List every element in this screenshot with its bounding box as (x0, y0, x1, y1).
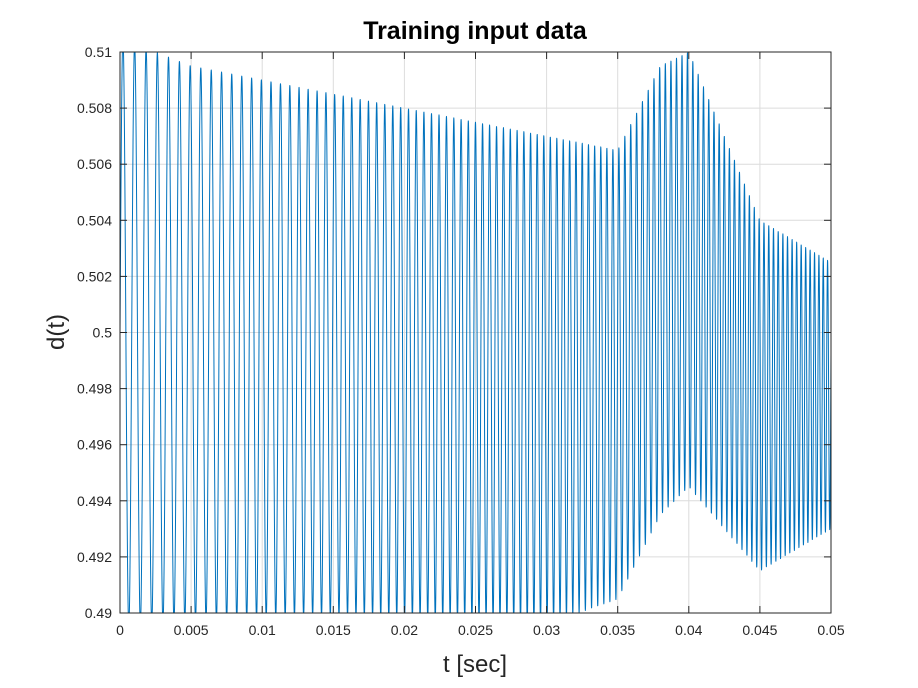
x-tick-label: 0.015 (316, 622, 351, 638)
x-tick-label: 0.05 (817, 622, 844, 638)
x-tick-label: 0.01 (249, 622, 276, 638)
x-tick-label: 0.035 (600, 622, 635, 638)
y-tick-label: 0.51 (85, 44, 112, 60)
y-tick-label: 0.506 (77, 156, 112, 172)
series-layer (119, 51, 832, 614)
x-tick-label: 0.025 (458, 622, 493, 638)
y-tick-label: 0.502 (77, 268, 112, 284)
y-tick-label: 0.49 (85, 605, 112, 621)
x-tick-label: 0.04 (675, 622, 702, 638)
x-tick-label: 0 (116, 622, 124, 638)
y-tick-label: 0.498 (77, 381, 112, 397)
x-tick-label: 0.005 (174, 622, 209, 638)
y-tick-label: 0.496 (77, 437, 112, 453)
y-tick-label: 0.504 (77, 212, 112, 228)
x-tick-label: 0.045 (742, 622, 777, 638)
y-tick-label: 0.492 (77, 549, 112, 565)
x-tick-label: 0.03 (533, 622, 560, 638)
series-line (119, 51, 832, 614)
x-axis-label: t [sec] (443, 651, 507, 678)
chart-title: Training input data (363, 17, 588, 45)
axis-ticks: 0 0.005 0.01 0.015 0.02 0.025 0.03 0.035 0.04 0.0… (77, 44, 845, 638)
x-tick-label: 0.02 (391, 622, 418, 638)
y-tick-label: 0.5 (93, 325, 113, 341)
y-tick-label: 0.508 (77, 100, 112, 116)
y-tick-label: 0.494 (77, 493, 112, 509)
y-axis-label: d(t) (43, 314, 70, 350)
